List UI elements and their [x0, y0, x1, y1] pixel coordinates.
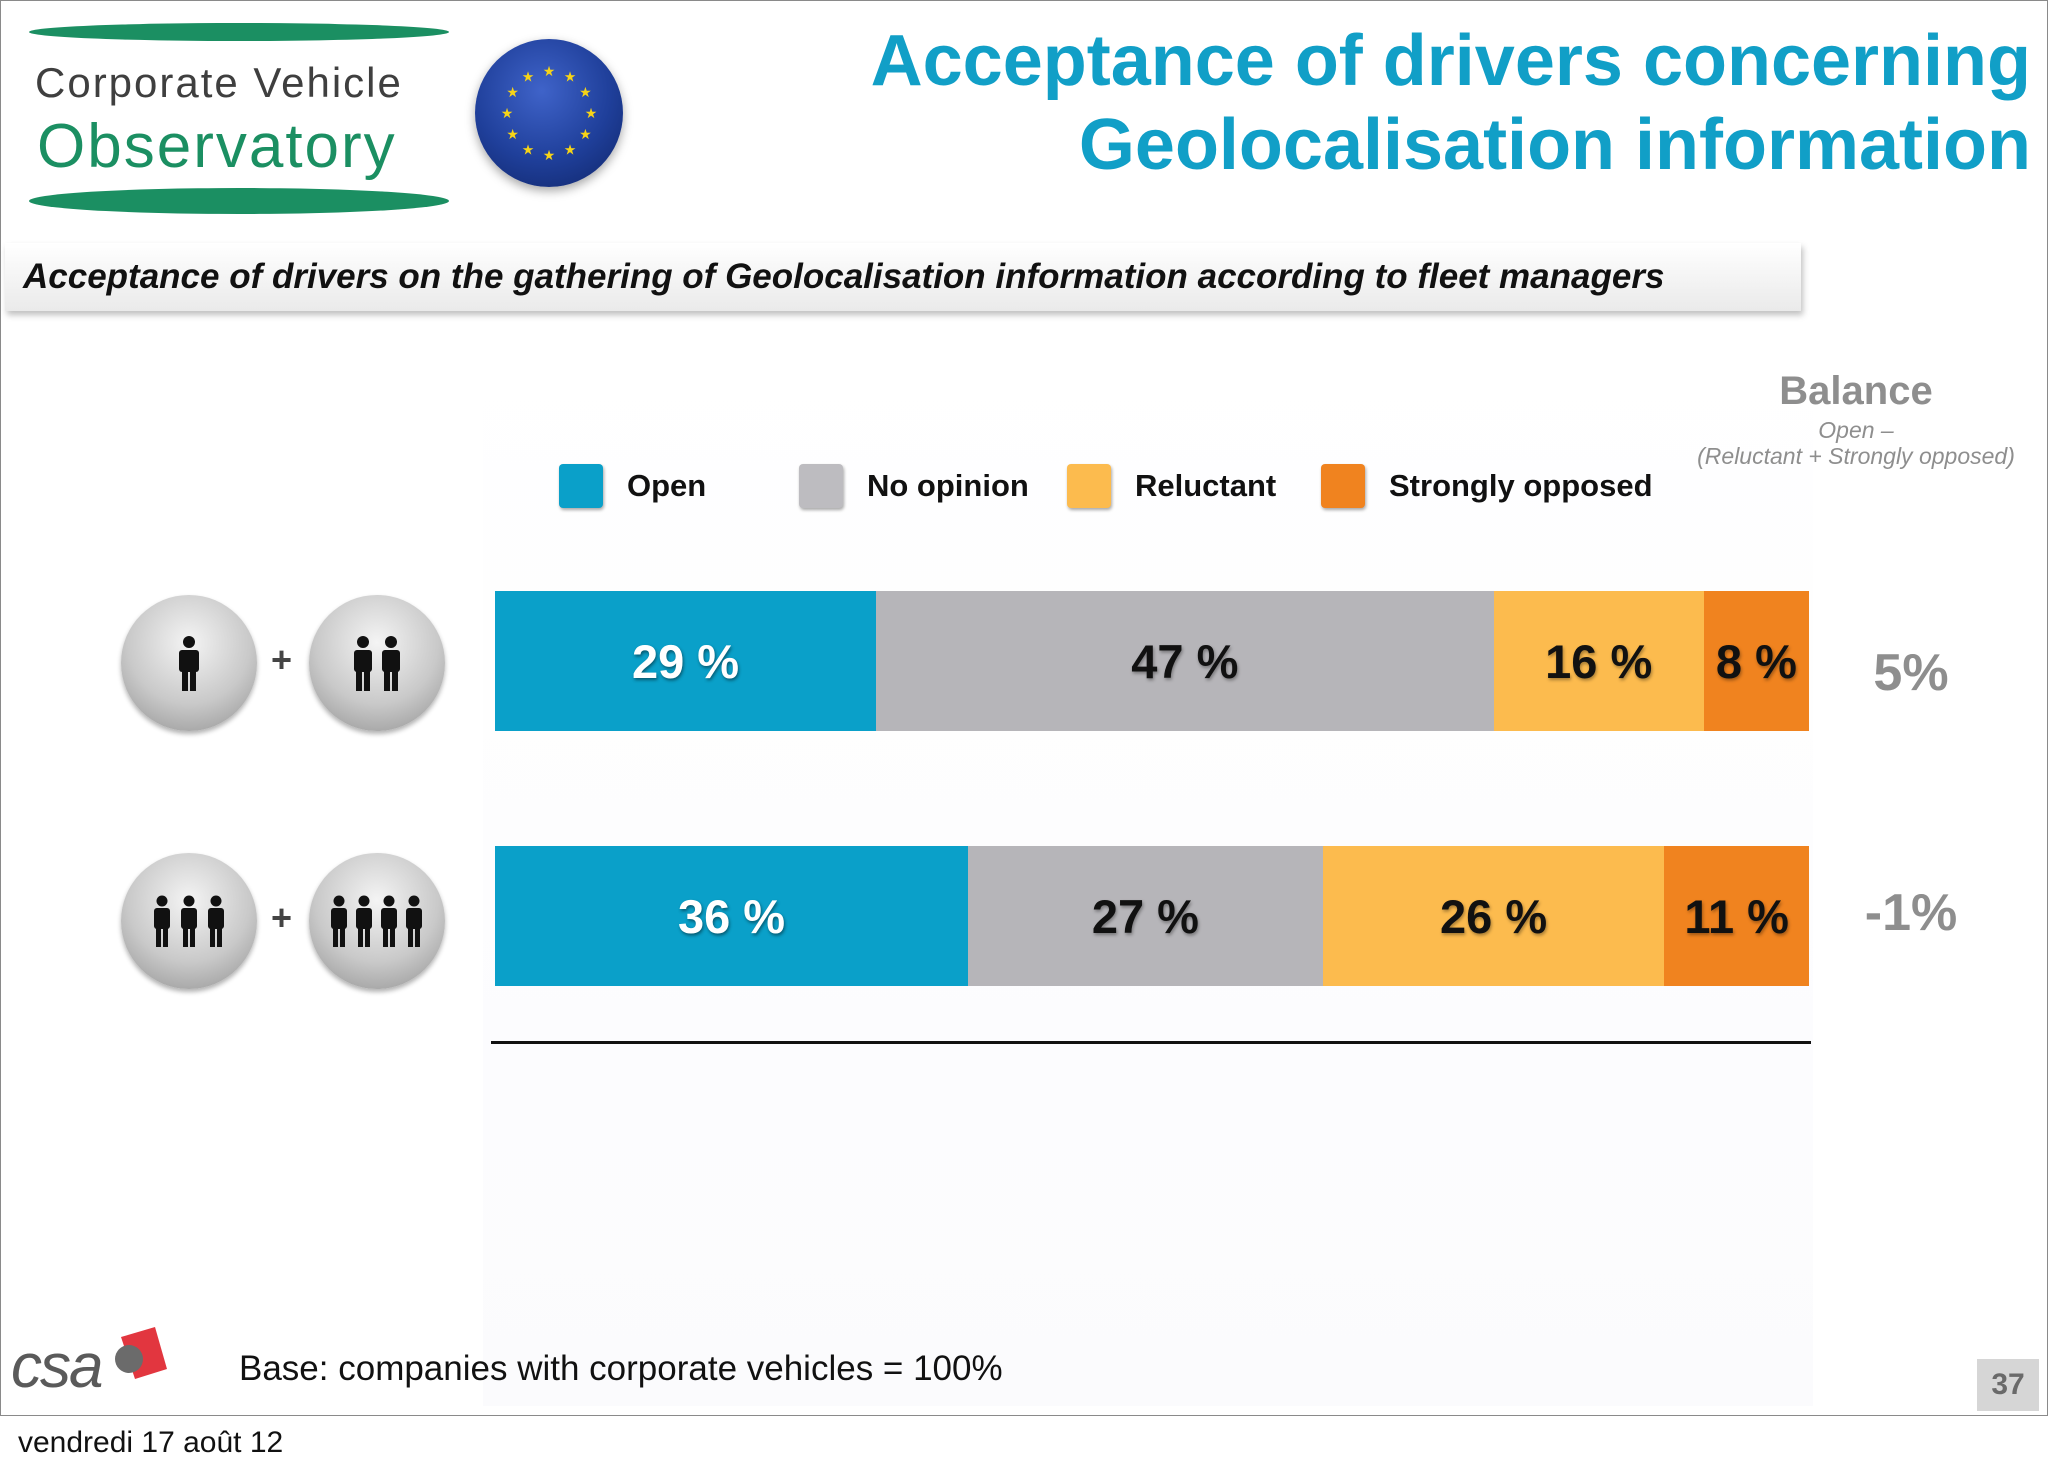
row2-group-icons: +: [121, 853, 451, 993]
legend-item-no-opinion: No opinion: [799, 461, 1029, 511]
eu-star-icon: ★: [585, 105, 598, 121]
slide: Corporate Vehicle Observatory ★ ★ ★ ★ ★ ★ ★ ★ ★ ★…: [0, 0, 2048, 1416]
data-label: 8 %: [1715, 634, 1797, 688]
data-label: 16 %: [1545, 634, 1653, 688]
legend-swatch-open: [559, 464, 603, 508]
eu-star-icon: ★: [564, 69, 577, 85]
two-persons-icon: [309, 595, 445, 731]
data-label: 36 %: [677, 889, 786, 943]
bar-segment-reluctant: 16 %: [1493, 591, 1704, 731]
legend-item-reluctant: Reluctant: [1067, 461, 1276, 511]
logo-bottom-arc: [29, 188, 449, 214]
eu-star-icon: ★: [579, 84, 592, 100]
data-label: 47 %: [1131, 634, 1239, 688]
bar-segment-no-opinion: 27 %: [968, 846, 1323, 986]
legend-label-reluctant: Reluctant: [1135, 468, 1277, 503]
footer-date: vendredi 17 août 12: [18, 1426, 284, 1459]
balance-title: Balance: [1779, 369, 1933, 413]
bar-segment-no-opinion: 47 %: [876, 591, 1494, 731]
eu-star-icon: ★: [543, 63, 556, 79]
plus-sign: +: [271, 897, 293, 938]
legend-item-strongly-opposed: Strongly opposed: [1321, 461, 1653, 511]
csa-logo-text: csa: [11, 1332, 103, 1401]
logo-line2: Observatory: [37, 112, 397, 181]
data-label: 29 %: [631, 634, 740, 688]
data-label: 11 %: [1684, 889, 1789, 943]
logo-line1: Corporate Vehicle: [35, 59, 403, 106]
eu-star-icon: ★: [506, 126, 519, 142]
csa-logo: csa: [11, 1319, 171, 1401]
bar-segment-open: 36 %: [495, 846, 969, 986]
title-line2: Geolocalisation information: [1078, 105, 2031, 185]
bar-segment-strongly-opposed: 11 %: [1664, 846, 1809, 986]
eu-star-icon: ★: [564, 141, 577, 157]
page-number: 37: [1977, 1359, 2039, 1411]
plus-sign: +: [271, 639, 293, 680]
row1-group-icons: +: [121, 595, 451, 735]
legend-label-open: Open: [627, 468, 707, 503]
legend-swatch-strongly-opposed: [1321, 464, 1365, 508]
eu-star-icon: ★: [579, 126, 592, 142]
corporate-vehicle-observatory-logo: Corporate Vehicle Observatory: [29, 23, 449, 214]
chart-baseline: [491, 1041, 1811, 1044]
data-label: 27 %: [1091, 889, 1199, 943]
logo-top-arc: [29, 23, 449, 41]
bar-row-1: 29 % 47 % 16 % 8 %: [495, 591, 1809, 731]
eu-star-icon: ★: [522, 141, 535, 157]
balance-value-row1: 5%: [1873, 644, 1949, 702]
csa-mark-icon: [115, 1327, 167, 1379]
bar-row-2: 36 % 27 % 26 % 11 %: [495, 846, 1809, 986]
three-persons-icon: [121, 853, 257, 989]
bar-segment-reluctant: 26 %: [1322, 846, 1665, 986]
subtitle-banner: Acceptance of drivers on the gathering o…: [5, 243, 1801, 311]
four-persons-icon: [309, 853, 445, 989]
legend-item-open: Open: [559, 461, 706, 511]
eu-stars-icon: ★★★★★★★★★ ★ ★★: [501, 63, 598, 163]
base-note: Base: companies with corporate vehicles …: [239, 1349, 1003, 1388]
eu-star-icon: ★: [522, 69, 535, 85]
legend-swatch-reluctant: [1067, 464, 1111, 508]
legend-label-strongly-opposed: Strongly opposed: [1389, 468, 1653, 503]
bar-segment-open: 29 %: [495, 591, 877, 731]
legend-swatch-no-opinion: [799, 464, 843, 508]
title-line1: Acceptance of drivers concerning: [870, 21, 2031, 101]
eu-flag-globe-icon: ★ ★ ★ ★ ★ ★ ★ ★ ★ ★ ★ ★: [475, 39, 623, 187]
balance-formula-line1: Open –: [1818, 417, 1894, 443]
eu-star-icon: ★: [543, 147, 556, 163]
chart-subtitle: Acceptance of drivers on the gathering o…: [23, 257, 1665, 296]
balance-value-row2: -1%: [1864, 884, 1958, 942]
bar-segment-strongly-opposed: 8 %: [1703, 591, 1809, 731]
one-person-icon: [121, 595, 257, 731]
page-title: Acceptance of drivers concerning Geoloca…: [811, 19, 2031, 187]
legend-label-no-opinion: No opinion: [867, 468, 1029, 503]
eu-star-icon: ★: [506, 84, 519, 100]
data-label: 26 %: [1440, 889, 1548, 943]
balance-formula-line2: (Reluctant + Strongly opposed): [1697, 443, 2015, 469]
eu-star-icon: ★: [501, 105, 514, 121]
